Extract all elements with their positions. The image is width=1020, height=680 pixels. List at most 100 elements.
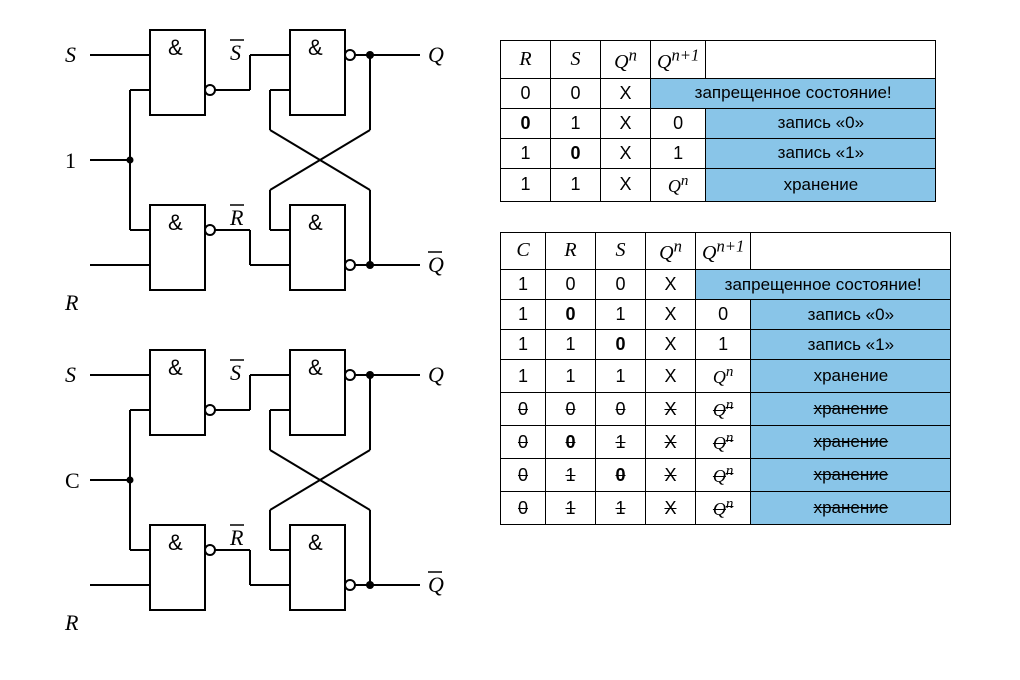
desc-cell: хранение <box>706 168 936 201</box>
svg-text:Q: Q <box>428 572 444 597</box>
table-row: 11XQnхранение <box>501 168 936 201</box>
header-col: Qn+1 <box>651 41 706 79</box>
desc-cell: хранение <box>751 426 951 459</box>
cell: 0 <box>501 492 546 525</box>
desc-cell: хранение <box>751 393 951 426</box>
result-cell: Qn <box>696 393 751 426</box>
header-col: S <box>596 232 646 270</box>
svg-text:&: & <box>168 355 183 380</box>
cell: 0 <box>501 393 546 426</box>
table-row: 100Xзапрещенное состояние! <box>501 270 951 300</box>
table-row: 110X1запись «1» <box>501 330 951 360</box>
desc-cell: запись «1» <box>706 138 936 168</box>
cell: 0 <box>596 393 646 426</box>
cell: X <box>646 459 696 492</box>
cell: 0 <box>501 426 546 459</box>
cell: 1 <box>546 492 596 525</box>
svg-text:S: S <box>230 360 241 385</box>
cell: 1 <box>546 360 596 393</box>
truth-table-2: CRSQnQn+1100Xзапрещенное состояние!101X0… <box>500 232 951 526</box>
header-col: C <box>501 232 546 270</box>
cell: 1 <box>551 108 601 138</box>
header-col: R <box>546 232 596 270</box>
cell: X <box>646 426 696 459</box>
table-row: 011XQnхранение <box>501 492 951 525</box>
cell: 1 <box>501 330 546 360</box>
page-root: & & & & <box>20 20 1000 660</box>
svg-text:R: R <box>229 525 244 550</box>
label-qbar: Q <box>428 252 444 277</box>
result-cell: 1 <box>696 330 751 360</box>
cell: 1 <box>551 168 601 201</box>
tables-column: RSQnQn+100Xзапрещенное состояние!01X0зап… <box>500 20 1000 660</box>
cell: 1 <box>501 168 551 201</box>
cell: X <box>601 138 651 168</box>
cell: X <box>646 300 696 330</box>
cell: 1 <box>546 459 596 492</box>
desc-cell: хранение <box>751 459 951 492</box>
label-sbar: S <box>230 40 241 65</box>
table-row: 001XQnхранение <box>501 426 951 459</box>
gate-symbol: & <box>308 35 323 60</box>
cell: 1 <box>501 300 546 330</box>
label-rbar: R <box>229 205 244 230</box>
label-r: R <box>64 290 79 315</box>
header-desc <box>751 232 951 270</box>
result-cell: Qn <box>651 168 706 201</box>
cell: X <box>646 270 696 300</box>
cell: 0 <box>596 330 646 360</box>
svg-text:&: & <box>168 530 183 555</box>
cell: X <box>601 168 651 201</box>
table-row: 111XQnхранение <box>501 360 951 393</box>
cell: 0 <box>551 138 601 168</box>
cell: 1 <box>501 360 546 393</box>
cell: 0 <box>551 78 601 108</box>
result-desc: запрещенное состояние! <box>696 270 951 300</box>
gate-symbol: & <box>308 210 323 235</box>
result-cell: 1 <box>651 138 706 168</box>
label-s: S <box>65 42 76 67</box>
gate-symbol: & <box>168 35 183 60</box>
result-desc: запрещенное состояние! <box>651 78 936 108</box>
table-row: 101X0запись «0» <box>501 300 951 330</box>
circuit-2: & & & & <box>20 340 460 640</box>
cell: 0 <box>546 426 596 459</box>
truth-table-1: RSQnQn+100Xзапрещенное состояние!01X0зап… <box>500 40 936 202</box>
desc-cell: запись «1» <box>751 330 951 360</box>
circuit-1: & & & & <box>20 20 460 320</box>
result-cell: Qn <box>696 360 751 393</box>
result-cell: Qn <box>696 426 751 459</box>
cell: 1 <box>546 330 596 360</box>
cell: 0 <box>546 270 596 300</box>
svg-text:&: & <box>308 355 323 380</box>
desc-cell: хранение <box>751 492 951 525</box>
label-r2: R <box>64 610 79 635</box>
desc-cell: запись «0» <box>706 108 936 138</box>
cell: 0 <box>596 459 646 492</box>
cell: 1 <box>596 492 646 525</box>
cell: 0 <box>546 300 596 330</box>
cell: 1 <box>501 270 546 300</box>
cell: X <box>601 108 651 138</box>
cell: 0 <box>501 459 546 492</box>
result-cell: 0 <box>696 300 751 330</box>
table-row: 01X0запись «0» <box>501 108 936 138</box>
result-cell: Qn <box>696 492 751 525</box>
label-c: C <box>65 468 80 493</box>
label-1: 1 <box>65 148 76 173</box>
cell: X <box>601 78 651 108</box>
header-col: Qn <box>601 41 651 79</box>
desc-cell: запись «0» <box>751 300 951 330</box>
svg-text:Q: Q <box>428 362 444 387</box>
result-cell: 0 <box>651 108 706 138</box>
table-row: 00Xзапрещенное состояние! <box>501 78 936 108</box>
table-row: 000XQnхранение <box>501 393 951 426</box>
circuits-column: & & & & <box>20 20 460 660</box>
cell: 0 <box>596 270 646 300</box>
cell: 1 <box>501 138 551 168</box>
cell: 0 <box>501 78 551 108</box>
desc-cell: хранение <box>751 360 951 393</box>
header-col: Qn+1 <box>696 232 751 270</box>
cell: 1 <box>596 426 646 459</box>
label-s2: S <box>65 362 76 387</box>
